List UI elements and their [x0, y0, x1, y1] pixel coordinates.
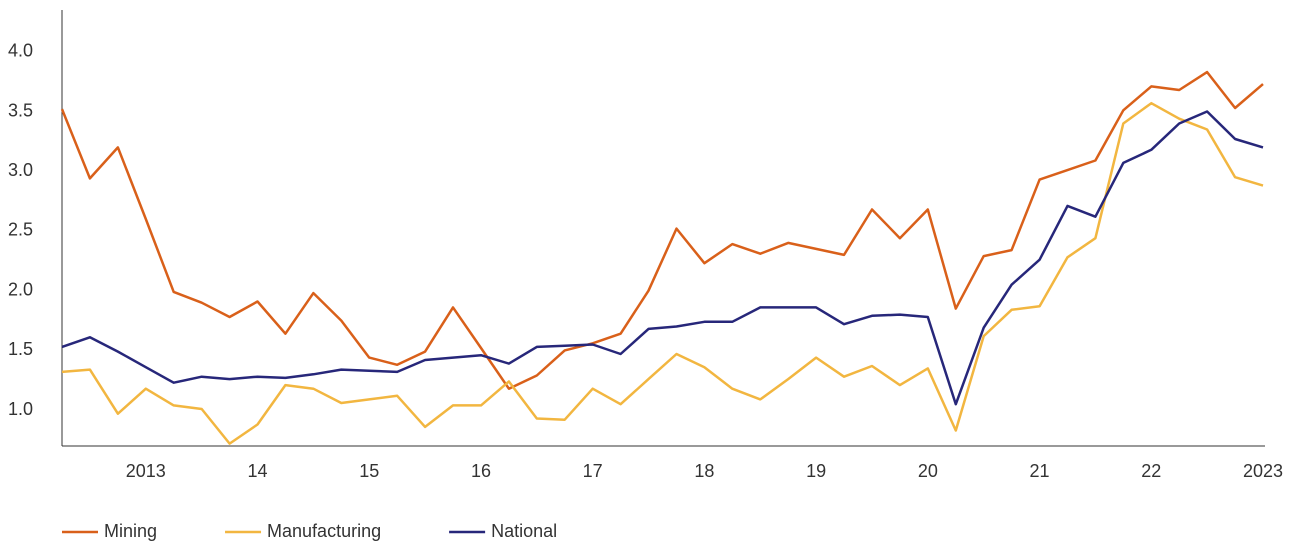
x-tick-label: 17 [583, 461, 603, 481]
legend-label: National [491, 521, 557, 541]
x-tick-label: 2013 [126, 461, 166, 481]
x-tick-label: 19 [806, 461, 826, 481]
y-tick-label: 4.0 [8, 41, 33, 61]
legend-label: Manufacturing [267, 521, 381, 541]
y-tick-label: 1.0 [8, 399, 33, 419]
line-series [61, 101, 1264, 445]
x-tick-label: 14 [247, 461, 267, 481]
line-series [60, 70, 1264, 390]
x-tick-label: 21 [1030, 461, 1050, 481]
x-tick-label: 16 [471, 461, 491, 481]
y-tick-label: 3.0 [8, 160, 33, 180]
x-tick-label: 20 [918, 461, 938, 481]
y-tick-label: 2.0 [8, 279, 33, 299]
x-tick-label: 2023 [1243, 461, 1283, 481]
y-tick-label: 2.5 [8, 220, 33, 240]
x-tick-label: 22 [1141, 461, 1161, 481]
line-series [61, 110, 1264, 406]
y-tick-label: 1.5 [8, 339, 33, 359]
legend-label: Mining [104, 521, 157, 541]
y-tick-label: 3.5 [8, 100, 33, 120]
x-tick-label: 18 [694, 461, 714, 481]
x-tick-label: 15 [359, 461, 379, 481]
